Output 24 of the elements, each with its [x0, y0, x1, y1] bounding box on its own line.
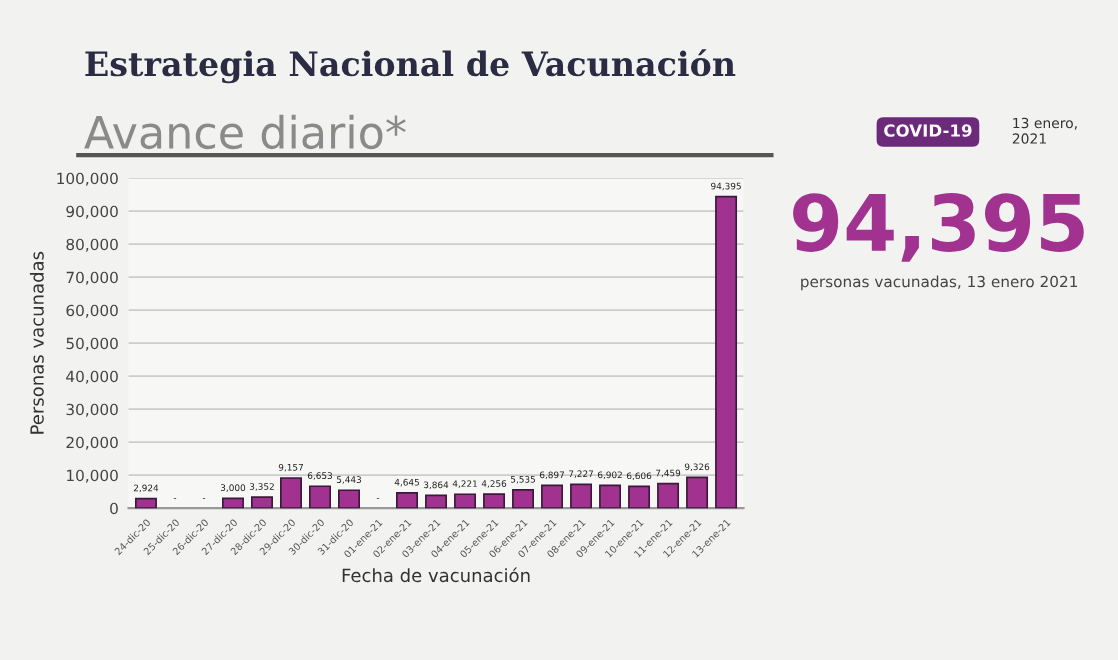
bar [628, 485, 651, 509]
bar [541, 484, 564, 509]
bar [396, 492, 419, 509]
bar [657, 482, 680, 509]
bar [338, 489, 360, 509]
bar [454, 493, 477, 509]
chart-subtitle: Avance diario* [84, 114, 406, 150]
bar [715, 195, 738, 509]
bar [134, 497, 157, 509]
bar [599, 484, 622, 509]
bar [483, 493, 506, 509]
bar [251, 496, 273, 509]
text: 94,395 [793, 193, 1084, 262]
chart-title: Estrategia Nacional de Vacunación [85, 49, 736, 84]
bar [570, 483, 593, 509]
bar [686, 476, 709, 509]
x-axis-title: Fecha de vacunación [342, 567, 530, 583]
text: COVID-19 [884, 124, 972, 137]
bar [512, 489, 535, 509]
bar [309, 485, 331, 509]
y-axis-title: Personas vacunadas [29, 251, 44, 434]
bar [222, 497, 244, 509]
bar [280, 477, 302, 509]
bar [425, 494, 448, 509]
